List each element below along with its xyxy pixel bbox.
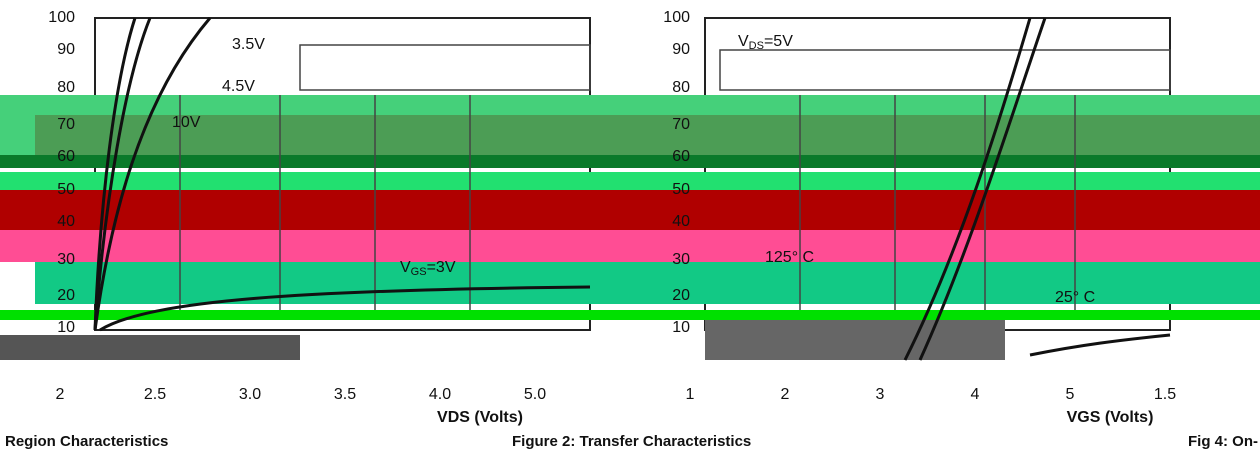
x-tick-label: 2.5: [144, 386, 166, 403]
x-tick-label: 4: [971, 386, 980, 403]
x-tick-label: 3.0: [239, 386, 261, 403]
annotation: 25° C: [1055, 289, 1095, 306]
x-tick-label: 2: [781, 386, 790, 403]
band: [35, 262, 1260, 304]
y-tick-label: 60: [57, 148, 75, 165]
band: [0, 335, 300, 360]
y-tick-label: 20: [57, 287, 75, 304]
band: [0, 310, 1260, 320]
band: [35, 115, 1260, 155]
y-tick-label: 10: [57, 319, 75, 336]
caption: Region Characteristics: [5, 433, 168, 450]
curves: [93, 17, 1171, 361]
y-tick-label: 90: [672, 41, 690, 58]
subscript: DS: [749, 40, 764, 52]
x-axis-label: VGS (Volts): [1067, 409, 1154, 426]
band: [0, 155, 1260, 168]
x-axis-label: VDS (Volts): [437, 409, 523, 426]
x-tick-label: 1.5: [1154, 386, 1176, 403]
y-tick-label: 60: [672, 148, 690, 165]
x-tick-label: 2: [56, 386, 65, 403]
y-tick-label: 30: [57, 251, 75, 268]
x-tick-label: 5: [1066, 386, 1075, 403]
grid: [179, 44, 1171, 310]
annotation: 125° C: [765, 249, 814, 266]
y-tick-label: 30: [672, 251, 690, 268]
y-tick-label: 70: [672, 116, 690, 133]
y-tick-label: 10: [672, 319, 690, 336]
x-tick-label: 3.5: [334, 386, 356, 403]
y-tick-label: 40: [57, 213, 75, 230]
annotation: VGS=3V: [400, 259, 456, 278]
caption: Figure 2: Transfer Characteristics: [512, 433, 751, 450]
band: [0, 190, 1260, 230]
y-tick-label: 50: [57, 181, 75, 198]
text: =5V: [764, 33, 793, 50]
annotation: 4.5V: [222, 78, 255, 95]
x-tick-label: 3: [876, 386, 885, 403]
y-tick-label: 50: [672, 181, 690, 198]
band: [0, 172, 1260, 190]
y-tick-label: 70: [57, 116, 75, 133]
annotation: 3.5V: [232, 36, 265, 53]
y-tick-label: 80: [57, 79, 75, 96]
text: V: [400, 259, 411, 276]
y-tick-label: 20: [672, 287, 690, 304]
text: =3V: [427, 259, 456, 276]
x-tick-label: 4.0: [429, 386, 451, 403]
y-tick-label: 90: [57, 41, 75, 58]
text: V: [738, 33, 749, 50]
annotation: 10V: [172, 114, 201, 131]
y-tick-label: 80: [672, 79, 690, 96]
band: [0, 230, 1260, 262]
y-tick-label: 100: [48, 9, 75, 26]
annotation: VDS=5V: [738, 33, 793, 52]
y-tick-label: 100: [663, 9, 690, 26]
subscript: GS: [411, 266, 427, 278]
x-tick-label: 1: [686, 386, 695, 403]
y-tick-label: 40: [672, 213, 690, 230]
band: [705, 320, 1005, 360]
caption: Fig 4: On-: [1188, 433, 1258, 450]
x-tick-label: 5.0: [524, 386, 546, 403]
